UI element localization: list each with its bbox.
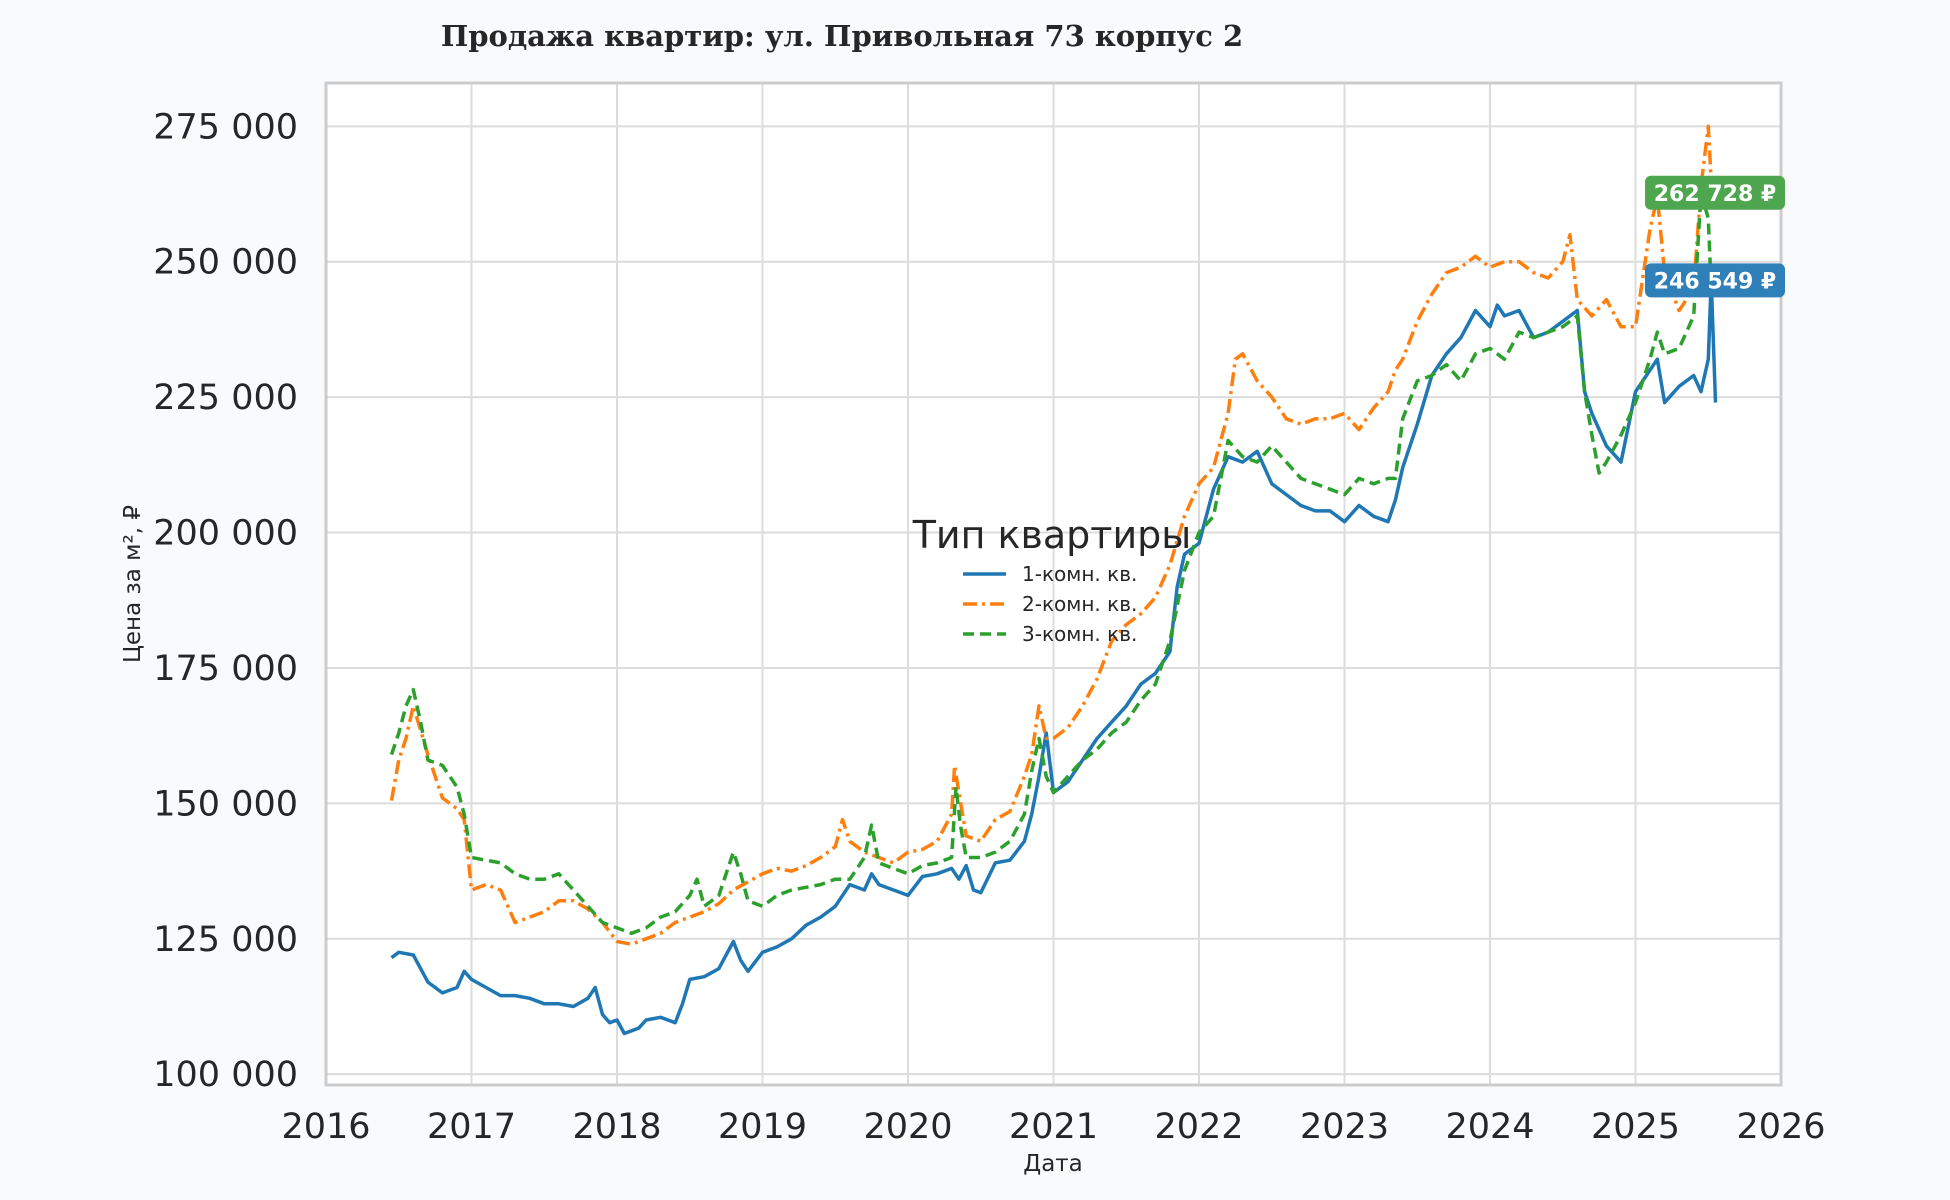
y-tick-label: 200 000 (153, 514, 298, 554)
x-tick-label: 2017 (427, 1107, 516, 1147)
x-tick-label: 2016 (281, 1107, 370, 1147)
x-axis-label: Дата (1023, 1151, 1083, 1177)
last-value-text: 262 728 ₽ (1654, 182, 1776, 207)
y-axis-label: Цена за м², ₽ (120, 505, 146, 663)
series-line-2 (389, 124, 1713, 946)
x-tick-label: 2020 (863, 1107, 952, 1147)
y-tick-label: 175 000 (153, 649, 298, 689)
x-tick-label: 2018 (572, 1107, 661, 1147)
x-tick-label: 2022 (1154, 1107, 1243, 1147)
legend-item-label: 1-комн. кв. (1022, 562, 1137, 586)
y-tick-label: 225 000 (153, 378, 298, 418)
series-lines (389, 124, 1718, 1036)
chart-title: Продажа квартир: ул. Привольная 73 корпу… (441, 19, 1243, 53)
x-tick-label: 2025 (1591, 1107, 1680, 1147)
legend-title: Тип квартиры (912, 513, 1192, 557)
x-axis-ticks: 2016 2017 2018 2019 2020 2021 2022 2023 2024 2025… (281, 1107, 1825, 1147)
last-value-labels: 262 728 ₽ 246 549 ₽ (1645, 175, 1785, 298)
legend-item-label: 3-комн. кв. (1022, 622, 1137, 646)
y-tick-label: 150 000 (153, 784, 298, 824)
y-tick-label: 125 000 (153, 920, 298, 960)
last-value-badge (1645, 175, 1785, 210)
last-value-badge (1645, 263, 1785, 298)
x-tick-label: 2023 (1300, 1107, 1389, 1147)
legend: Тип квартиры 1-комн. кв. 2-комн. кв. 3-ком… (912, 513, 1192, 646)
x-tick-label: 2026 (1736, 1107, 1825, 1147)
series-line-3 (389, 191, 1713, 936)
y-tick-label: 275 000 (153, 107, 298, 147)
x-tick-label: 2021 (1009, 1107, 1098, 1147)
y-axis-ticks: 100 000 125 000 150 000 175 000 200 000 225 0… (153, 107, 298, 1095)
series-line-1 (390, 278, 1718, 1036)
x-tick-label: 2024 (1445, 1107, 1534, 1147)
y-tick-label: 100 000 (153, 1055, 298, 1095)
last-value-text: 246 549 ₽ (1654, 269, 1776, 294)
plot-frame (324, 81, 1783, 1087)
x-tick-label: 2019 (718, 1107, 807, 1147)
legend-item-label: 2-комн. кв. (1022, 592, 1137, 616)
y-tick-label: 250 000 (153, 243, 298, 283)
